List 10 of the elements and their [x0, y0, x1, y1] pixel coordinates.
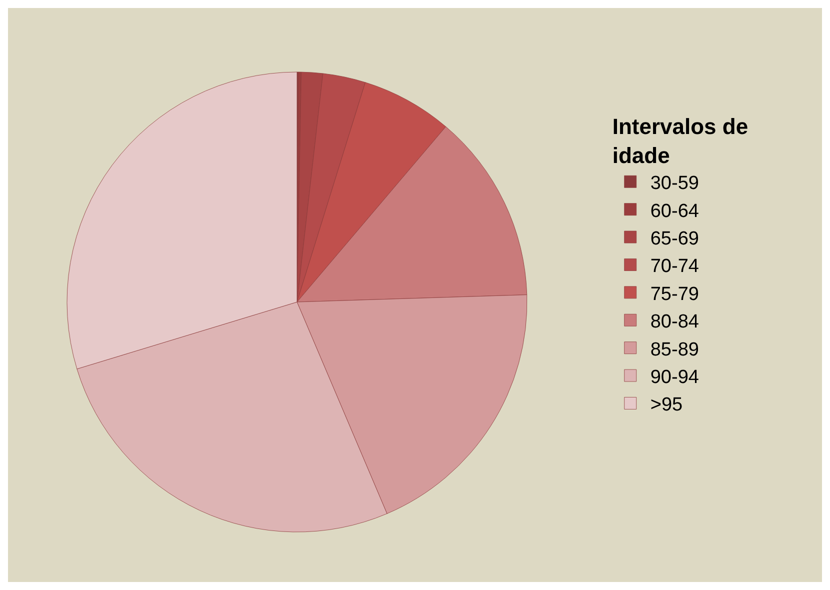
legend-label: 30-59	[650, 173, 699, 194]
legend-label: 85-89	[650, 339, 699, 360]
legend-label: 60-64	[650, 200, 700, 222]
legend-label: 65-69	[650, 228, 699, 250]
legend-title: Intervalos de idade	[612, 114, 748, 168]
legend-label: 80-84	[650, 312, 700, 333]
legend-label: >95	[650, 394, 683, 416]
legend-label: 70-74	[650, 256, 700, 278]
legend-label: 90-94	[650, 366, 700, 388]
legend-label: 75-79	[650, 284, 699, 305]
